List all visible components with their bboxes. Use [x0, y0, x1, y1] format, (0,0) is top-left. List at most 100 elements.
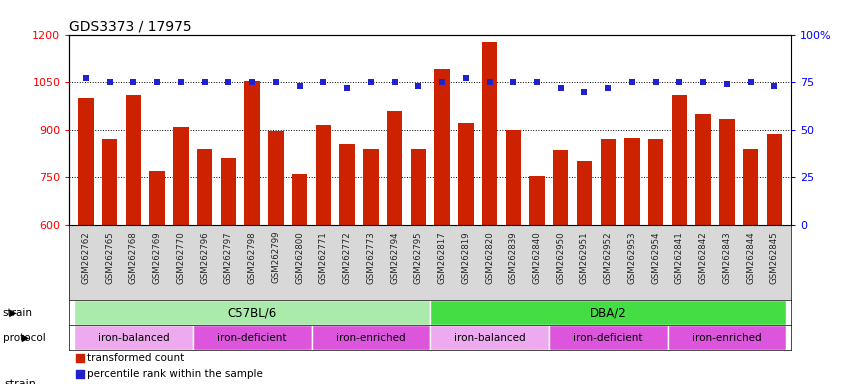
- Bar: [292, 174, 307, 384]
- Bar: [316, 125, 331, 384]
- Text: ▶: ▶: [3, 308, 16, 318]
- Bar: [410, 149, 426, 384]
- Bar: [221, 158, 236, 384]
- Bar: [530, 176, 545, 384]
- Bar: [74, 300, 430, 325]
- Point: [459, 75, 473, 81]
- Point: [387, 79, 401, 85]
- Point: [222, 79, 235, 85]
- Bar: [79, 98, 94, 384]
- Point: [767, 83, 781, 89]
- Text: GSM262772: GSM262772: [343, 231, 352, 284]
- Text: GSM262771: GSM262771: [319, 231, 328, 284]
- Point: [174, 79, 188, 85]
- Text: GSM262765: GSM262765: [105, 231, 114, 284]
- Point: [74, 371, 87, 377]
- Bar: [506, 130, 521, 384]
- Point: [198, 79, 212, 85]
- Point: [74, 354, 87, 361]
- Point: [696, 79, 710, 85]
- Text: GSM262768: GSM262768: [129, 231, 138, 284]
- Bar: [719, 119, 734, 384]
- Bar: [173, 127, 189, 384]
- Point: [411, 83, 425, 89]
- Bar: [74, 325, 193, 350]
- Text: iron-deficient: iron-deficient: [217, 333, 287, 343]
- Point: [744, 79, 757, 85]
- Text: GSM262951: GSM262951: [580, 231, 589, 283]
- Text: GSM262795: GSM262795: [414, 231, 423, 283]
- Bar: [197, 149, 212, 384]
- Text: GSM262839: GSM262839: [508, 231, 518, 283]
- Point: [127, 79, 140, 85]
- Point: [245, 79, 259, 85]
- Text: GSM262840: GSM262840: [532, 231, 541, 284]
- Text: DBA/2: DBA/2: [590, 306, 627, 319]
- Bar: [482, 43, 497, 384]
- Text: strain: strain: [4, 379, 36, 384]
- Point: [80, 75, 93, 81]
- Point: [340, 85, 354, 91]
- Text: GSM262817: GSM262817: [437, 231, 447, 284]
- Point: [530, 79, 544, 85]
- Text: iron-balanced: iron-balanced: [97, 333, 169, 343]
- Point: [293, 83, 306, 89]
- Text: GSM262845: GSM262845: [770, 231, 779, 284]
- Point: [364, 79, 377, 85]
- Point: [483, 79, 497, 85]
- Text: percentile rank within the sample: percentile rank within the sample: [87, 369, 263, 379]
- Bar: [339, 144, 354, 384]
- Text: iron-enriched: iron-enriched: [692, 333, 761, 343]
- Bar: [126, 95, 141, 384]
- Text: GSM262794: GSM262794: [390, 231, 399, 283]
- Bar: [743, 149, 758, 384]
- Text: GSM262770: GSM262770: [177, 231, 185, 284]
- Bar: [577, 161, 592, 384]
- Point: [649, 79, 662, 85]
- Bar: [648, 139, 663, 384]
- Text: GSM262841: GSM262841: [675, 231, 684, 284]
- Text: GSM262842: GSM262842: [699, 231, 708, 284]
- Text: GSM262954: GSM262954: [651, 231, 660, 283]
- Bar: [766, 134, 782, 384]
- Point: [316, 79, 330, 85]
- Bar: [268, 131, 283, 384]
- Bar: [150, 171, 165, 384]
- Bar: [553, 151, 569, 384]
- Bar: [387, 111, 403, 384]
- Text: GSM262950: GSM262950: [557, 231, 565, 283]
- Text: GDS3373 / 17975: GDS3373 / 17975: [69, 20, 192, 33]
- Text: GSM262843: GSM262843: [722, 231, 732, 284]
- Bar: [311, 325, 430, 350]
- Text: GSM262769: GSM262769: [152, 231, 162, 283]
- Bar: [624, 137, 640, 384]
- Text: protocol: protocol: [3, 333, 46, 343]
- Text: strain: strain: [3, 308, 32, 318]
- Point: [625, 79, 639, 85]
- Text: GSM262762: GSM262762: [81, 231, 91, 284]
- Text: GSM262952: GSM262952: [604, 231, 613, 283]
- Bar: [363, 149, 378, 384]
- Text: iron-balanced: iron-balanced: [453, 333, 525, 343]
- Bar: [102, 139, 118, 384]
- Text: GSM262798: GSM262798: [248, 231, 256, 283]
- Bar: [601, 139, 616, 384]
- Bar: [434, 70, 450, 384]
- Bar: [430, 325, 549, 350]
- Bar: [193, 325, 311, 350]
- Bar: [672, 95, 687, 384]
- Bar: [458, 123, 474, 384]
- Bar: [430, 300, 786, 325]
- Text: GSM262953: GSM262953: [628, 231, 636, 283]
- Point: [436, 79, 449, 85]
- Text: transformed count: transformed count: [87, 353, 184, 362]
- Text: iron-enriched: iron-enriched: [336, 333, 406, 343]
- Point: [720, 81, 733, 87]
- Text: GSM262799: GSM262799: [272, 231, 280, 283]
- Point: [103, 79, 117, 85]
- Text: GSM262800: GSM262800: [295, 231, 304, 284]
- Bar: [695, 114, 711, 384]
- Text: GSM262820: GSM262820: [485, 231, 494, 284]
- Text: GSM262797: GSM262797: [224, 231, 233, 283]
- Bar: [549, 325, 667, 350]
